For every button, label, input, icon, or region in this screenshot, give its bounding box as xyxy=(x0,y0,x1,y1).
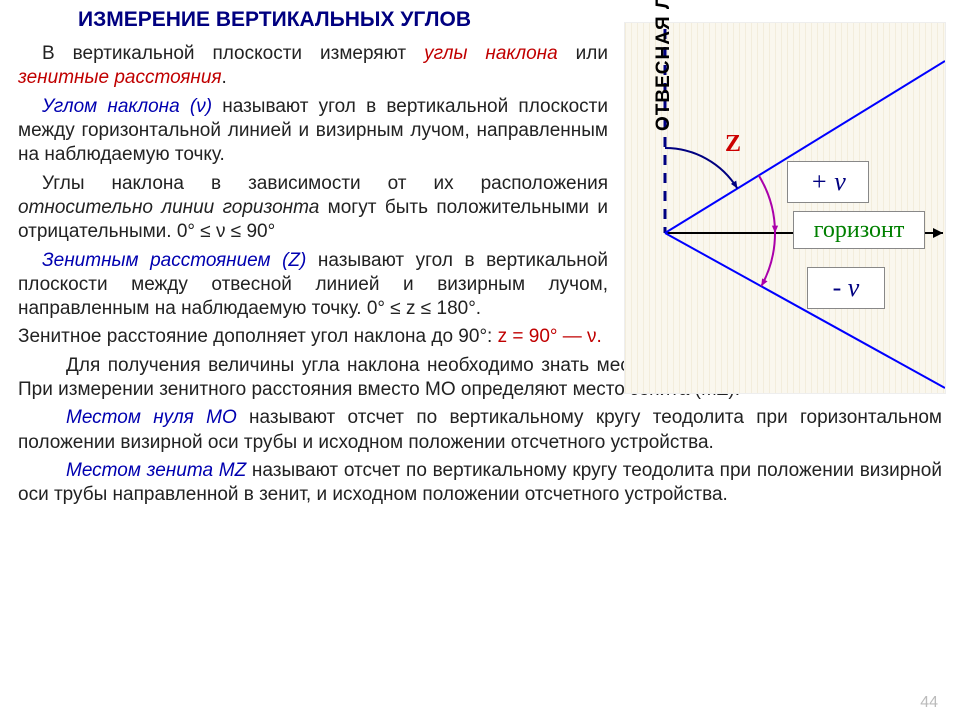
p1b: углы наклона xyxy=(424,43,558,64)
p5a: Зенитное расстояние дополняет угол накло… xyxy=(18,326,498,347)
page-number: 44 xyxy=(920,694,938,712)
vertical-axis-label: ОТВЕСНАЯ ЛИНИЯ xyxy=(653,0,675,131)
p4a: Зенитным расстоянием (Z) xyxy=(42,250,306,271)
p7a: Местом нуля МО xyxy=(66,407,237,428)
p3a: Углы наклона в зависимости от их располо… xyxy=(42,173,608,194)
angle-diagram: ОТВЕСНАЯ ЛИНИЯ Z + ν горизонт - ν xyxy=(624,22,946,394)
p5b: z = 90° — ν. xyxy=(498,326,602,347)
p2a: Углом наклона (ν) xyxy=(42,96,212,117)
para-1: В вертикальной плоскости измеряют углы н… xyxy=(18,42,608,91)
p1e: . xyxy=(222,67,227,88)
para-7: Местом нуля МО называют отсчет по вертик… xyxy=(18,406,942,455)
p3b: относительно линии горизонта xyxy=(18,197,319,218)
p1a: В вертикальной плоскости измеряют xyxy=(42,43,424,64)
para-8: Местом зенита MZ называют отсчет по верт… xyxy=(18,459,942,508)
horizon-label: горизонт xyxy=(793,211,925,249)
para-3: Углы наклона в зависимости от их располо… xyxy=(18,172,608,245)
z-label: Z xyxy=(725,131,741,158)
minus-nu-label: - ν xyxy=(807,267,885,309)
para-4: Зенитным расстоянием (Z) называют угол в… xyxy=(18,249,608,322)
p1c: или xyxy=(558,43,608,64)
plus-nu-label: + ν xyxy=(787,161,869,203)
p1d: зенитные расстояния xyxy=(18,67,222,88)
para-2: Углом наклона (ν) называют угол в вертик… xyxy=(18,95,608,168)
p8a: Местом зенита MZ xyxy=(66,460,246,481)
